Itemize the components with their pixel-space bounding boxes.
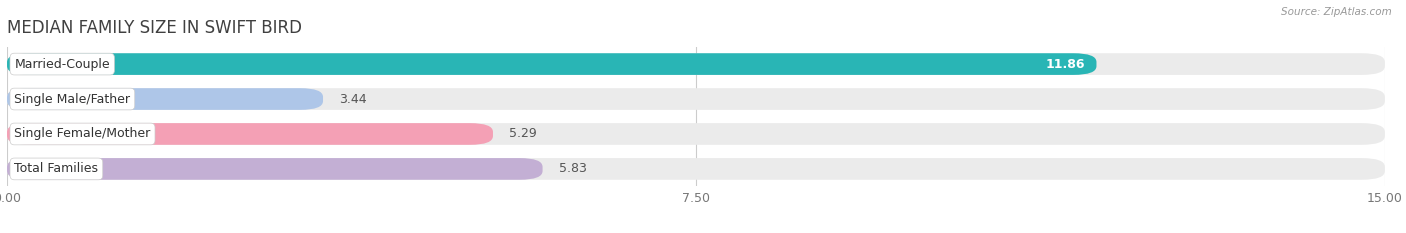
Text: Single Female/Mother: Single Female/Mother: [14, 127, 150, 140]
FancyBboxPatch shape: [7, 158, 1385, 180]
Text: 11.86: 11.86: [1046, 58, 1085, 71]
Text: MEDIAN FAMILY SIZE IN SWIFT BIRD: MEDIAN FAMILY SIZE IN SWIFT BIRD: [7, 19, 302, 37]
FancyBboxPatch shape: [7, 123, 1385, 145]
Text: Source: ZipAtlas.com: Source: ZipAtlas.com: [1281, 7, 1392, 17]
Text: 5.83: 5.83: [560, 162, 586, 175]
Text: Married-Couple: Married-Couple: [14, 58, 110, 71]
Text: Total Families: Total Families: [14, 162, 98, 175]
Text: Single Male/Father: Single Male/Father: [14, 93, 131, 106]
Text: 3.44: 3.44: [340, 93, 367, 106]
FancyBboxPatch shape: [7, 53, 1097, 75]
FancyBboxPatch shape: [7, 88, 323, 110]
FancyBboxPatch shape: [7, 88, 1385, 110]
FancyBboxPatch shape: [7, 123, 494, 145]
Text: 5.29: 5.29: [509, 127, 537, 140]
FancyBboxPatch shape: [7, 53, 1385, 75]
FancyBboxPatch shape: [7, 158, 543, 180]
